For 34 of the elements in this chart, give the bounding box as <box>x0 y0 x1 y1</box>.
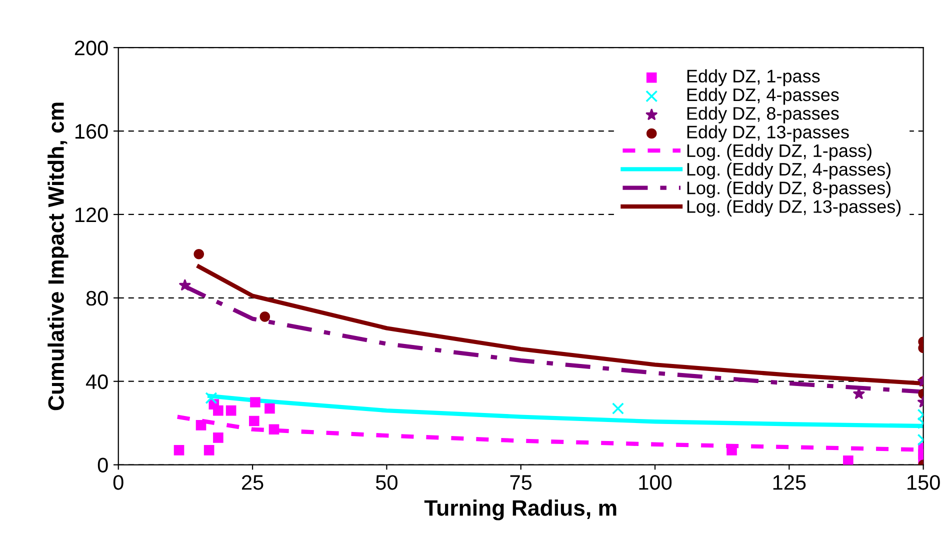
y-tick-label: 200 <box>74 40 108 56</box>
legend-label: Eddy DZ, 13-passes <box>687 125 849 142</box>
legend-label: Eddy DZ, 8-passes <box>687 106 839 124</box>
y-tick-label: 80 <box>86 290 108 306</box>
x-tick-label: 100 <box>639 475 672 490</box>
x-axis-title: Turning Radius, m <box>424 500 616 520</box>
legend-label: Log. (Eddy DZ, 13-passes) <box>687 200 901 217</box>
y-axis-title: Cumulative Impact Witdh, cm <box>48 102 68 410</box>
y-tick-label: 160 <box>75 124 108 139</box>
point <box>213 432 224 443</box>
x-tick-label: 0 <box>113 475 124 490</box>
point <box>264 403 275 414</box>
legend-label: Eddy DZ, 1-pass <box>687 69 820 86</box>
x-tick-label: 150 <box>908 475 940 490</box>
legend-label: Eddy DZ, 4-passes <box>687 88 839 105</box>
point <box>268 424 280 434</box>
x-tick-label: 125 <box>773 475 806 490</box>
x-tick-label: 75 <box>510 475 532 490</box>
point <box>174 445 184 456</box>
legend-label: Log. (Eddy DZ, 8-passes) <box>687 181 891 198</box>
point <box>250 397 260 408</box>
x-tick-label: 50 <box>376 475 398 490</box>
point <box>196 420 206 430</box>
point <box>248 416 260 426</box>
y-tick-label: 0 <box>98 458 108 473</box>
y-tick-label: 120 <box>75 207 108 222</box>
legend-label: Log. (Eddy DZ, 1-pass) <box>687 144 872 161</box>
x-tick-label: 25 <box>242 475 264 490</box>
y-tick-label: 40 <box>86 374 108 390</box>
line-series <box>208 394 924 428</box>
point <box>226 405 236 416</box>
legend-label: Log. (Eddy DZ, 4-passes) <box>687 162 891 180</box>
point <box>213 405 224 416</box>
point <box>204 445 214 456</box>
